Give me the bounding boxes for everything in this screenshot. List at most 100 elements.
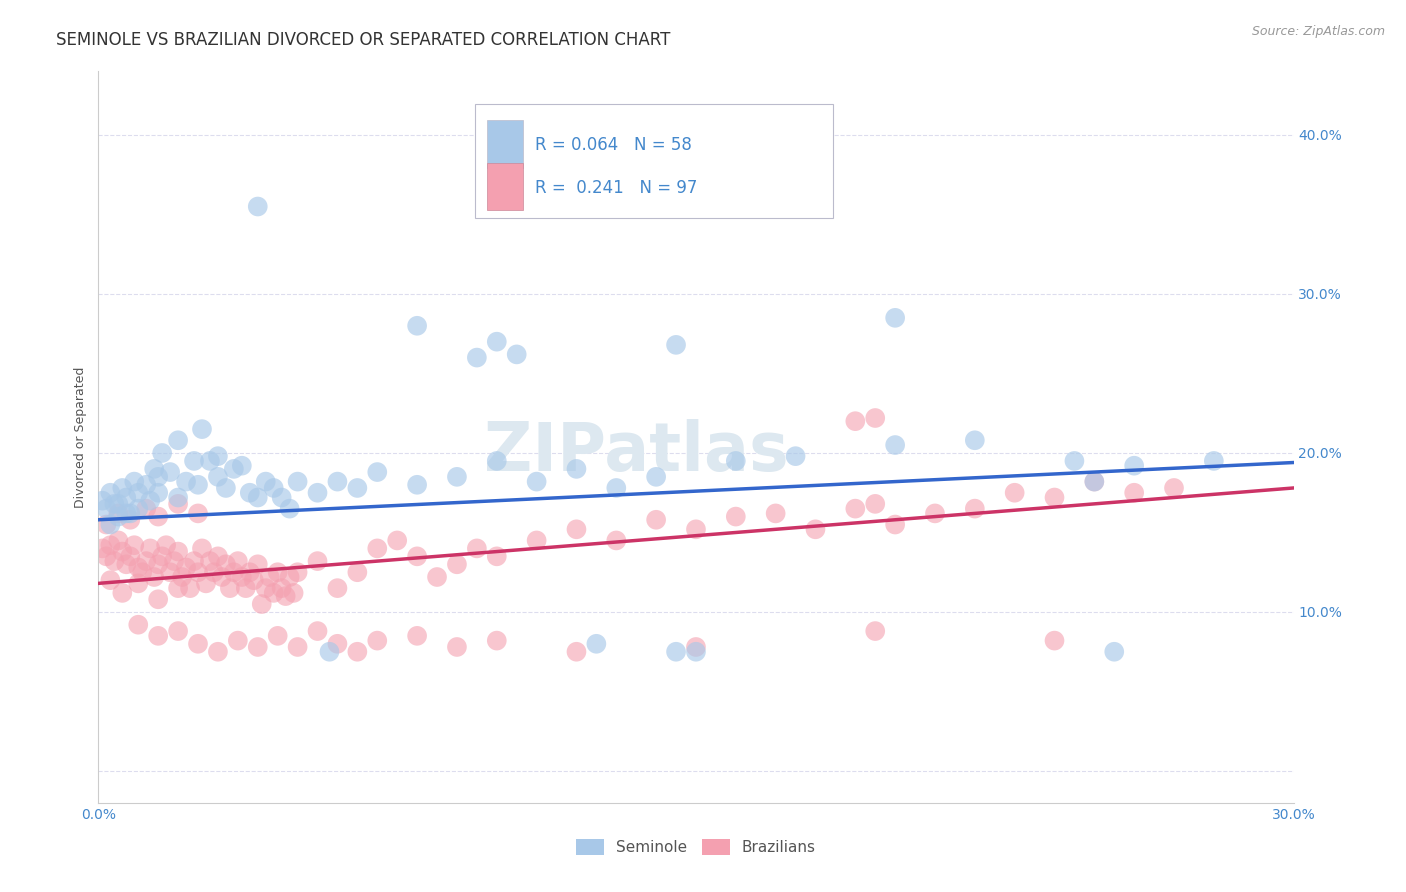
Point bbox=[385, 533, 409, 548]
Point bbox=[406, 549, 429, 564]
Point bbox=[187, 566, 209, 580]
Point bbox=[485, 633, 508, 648]
Point bbox=[1104, 645, 1126, 659]
Point bbox=[884, 438, 907, 452]
Point bbox=[211, 570, 233, 584]
Point bbox=[124, 538, 146, 552]
Point bbox=[246, 200, 269, 214]
Point bbox=[465, 351, 488, 365]
Point bbox=[91, 541, 114, 556]
Point bbox=[526, 533, 548, 548]
Point bbox=[98, 517, 122, 532]
Point bbox=[278, 570, 301, 584]
Point bbox=[259, 570, 281, 584]
Point bbox=[111, 544, 134, 558]
Point bbox=[219, 581, 242, 595]
Point bbox=[174, 475, 197, 489]
Point bbox=[191, 422, 214, 436]
Point bbox=[239, 566, 262, 580]
Point bbox=[167, 497, 190, 511]
Point bbox=[124, 475, 146, 489]
Point bbox=[183, 554, 205, 568]
Point bbox=[143, 462, 166, 476]
Point bbox=[167, 624, 190, 638]
Point bbox=[148, 629, 170, 643]
Point bbox=[765, 507, 787, 521]
Point bbox=[685, 640, 707, 654]
Point bbox=[179, 581, 201, 595]
FancyBboxPatch shape bbox=[486, 163, 523, 211]
Point bbox=[406, 477, 429, 491]
Point bbox=[406, 629, 429, 643]
Text: R =  0.241   N = 97: R = 0.241 N = 97 bbox=[534, 179, 697, 197]
Point bbox=[844, 501, 866, 516]
Point bbox=[215, 481, 238, 495]
Point bbox=[645, 470, 668, 484]
Point bbox=[150, 549, 173, 564]
Point bbox=[1083, 475, 1105, 489]
Point bbox=[111, 481, 134, 495]
Point bbox=[135, 501, 157, 516]
Point bbox=[346, 645, 368, 659]
Point bbox=[565, 645, 588, 659]
Point bbox=[96, 517, 118, 532]
Point bbox=[1202, 454, 1225, 468]
Point bbox=[183, 454, 205, 468]
Point bbox=[307, 554, 329, 568]
Point bbox=[115, 558, 138, 572]
Point bbox=[485, 334, 508, 349]
Point bbox=[446, 470, 468, 484]
FancyBboxPatch shape bbox=[475, 104, 834, 218]
Point bbox=[103, 497, 125, 511]
Point bbox=[231, 570, 253, 584]
Point bbox=[120, 513, 142, 527]
Point bbox=[1043, 491, 1066, 505]
Point bbox=[127, 576, 149, 591]
Point bbox=[103, 554, 125, 568]
Point bbox=[263, 481, 285, 495]
Point bbox=[198, 554, 221, 568]
Point bbox=[120, 507, 142, 521]
Point bbox=[724, 454, 747, 468]
Point bbox=[107, 509, 129, 524]
Point bbox=[198, 454, 221, 468]
Point bbox=[115, 507, 138, 521]
Point bbox=[98, 538, 122, 552]
Point bbox=[406, 318, 429, 333]
Point bbox=[167, 434, 190, 448]
Point bbox=[127, 617, 149, 632]
Point bbox=[526, 475, 548, 489]
Point bbox=[143, 570, 166, 584]
Point bbox=[283, 586, 305, 600]
Point bbox=[96, 501, 118, 516]
Point bbox=[135, 477, 157, 491]
Point bbox=[1043, 633, 1066, 648]
Point bbox=[235, 581, 257, 595]
Point bbox=[246, 640, 269, 654]
Point bbox=[685, 645, 707, 659]
Point bbox=[246, 558, 269, 572]
Point bbox=[222, 566, 245, 580]
Point bbox=[226, 554, 249, 568]
Legend: Seminole, Brazilians: Seminole, Brazilians bbox=[569, 833, 823, 861]
Point bbox=[167, 491, 190, 505]
Point bbox=[585, 637, 607, 651]
Point bbox=[270, 581, 292, 595]
Point bbox=[267, 629, 290, 643]
Point bbox=[127, 485, 149, 500]
Point bbox=[844, 414, 866, 428]
Point bbox=[139, 493, 162, 508]
Point bbox=[254, 581, 277, 595]
Point bbox=[148, 592, 170, 607]
Point bbox=[150, 446, 173, 460]
Point bbox=[506, 347, 529, 361]
Point bbox=[91, 493, 114, 508]
Point bbox=[172, 570, 194, 584]
Point bbox=[1083, 475, 1105, 489]
Point bbox=[326, 637, 349, 651]
Point bbox=[207, 470, 229, 484]
Point bbox=[263, 586, 285, 600]
Point bbox=[207, 449, 229, 463]
Text: ZIPatlas: ZIPatlas bbox=[484, 418, 789, 484]
Point bbox=[1063, 454, 1085, 468]
